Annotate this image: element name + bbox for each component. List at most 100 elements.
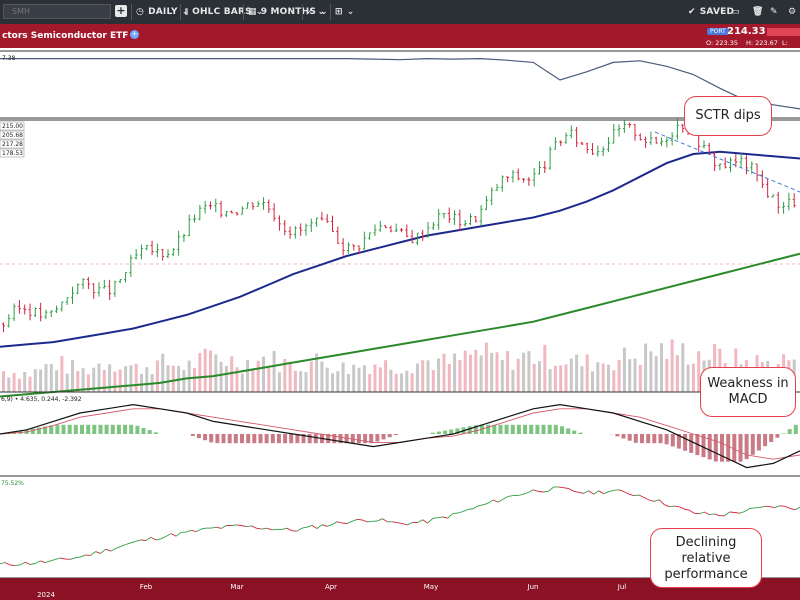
- ohlc-bar: [139, 244, 143, 260]
- volume-bar: [331, 373, 334, 392]
- ohlc-bar: [187, 214, 191, 237]
- macd-histogram-bar: [516, 424, 521, 434]
- macd-histogram-bar: [104, 424, 109, 434]
- rel-performance-segment: [286, 527, 293, 532]
- ohlc-bar: [44, 309, 48, 320]
- volume-bar: [384, 360, 388, 392]
- rel-performance-segment: [291, 530, 297, 532]
- ohlc-bar: [532, 167, 536, 187]
- ohlc-bar: [108, 279, 112, 300]
- volume-bar: [224, 365, 228, 392]
- trend-line: [654, 131, 800, 193]
- ohlc-bar: [665, 136, 669, 148]
- date-axis-label: May: [424, 583, 438, 591]
- ohlc-bar: [145, 244, 149, 251]
- ohlc-bar: [447, 207, 451, 223]
- date-axis-year-label: 2024: [37, 591, 55, 599]
- volume-bar: [262, 356, 265, 392]
- volume-bar: [203, 348, 207, 392]
- macd-histogram-bar: [116, 424, 121, 434]
- rel-performance-segment: [195, 528, 202, 533]
- macd-histogram-bar: [560, 426, 564, 434]
- annotate-button[interactable]: ✎: [770, 0, 778, 24]
- ohlc-bar: [527, 177, 531, 186]
- symbol-search-input[interactable]: [3, 4, 111, 19]
- macd-histogram-bar: [449, 429, 454, 434]
- add-symbol-button[interactable]: +: [115, 4, 127, 17]
- macd-histogram-bar: [153, 432, 158, 434]
- ohlc-bar: [654, 136, 658, 144]
- trash-button[interactable]: 🗑: [752, 0, 764, 24]
- settings-button[interactable]: ⚙: [788, 0, 796, 24]
- volume-bar: [506, 351, 510, 392]
- volume-bar: [612, 370, 616, 392]
- rel-performance-segment: [186, 529, 192, 533]
- macd-histogram-bar: [683, 434, 688, 451]
- macd-histogram-bar: [98, 424, 103, 434]
- macd-histogram-bar: [196, 434, 201, 439]
- ohlc-bar: [569, 125, 573, 139]
- saved-indicator[interactable]: ✔ SAVED: [688, 0, 734, 24]
- rel-performance-segment: [427, 518, 434, 524]
- ohlc-bar: [490, 187, 494, 206]
- ohlc-bar: [511, 170, 515, 183]
- rel-performance-segment: [19, 561, 26, 566]
- price-change-badge: [767, 28, 800, 36]
- rel-performance-segment: [759, 505, 765, 509]
- rel-performance-segment: [573, 490, 579, 493]
- ohlc-bar: [606, 136, 610, 153]
- volume-bar: [267, 367, 271, 392]
- ohlc-bar: [495, 184, 499, 191]
- rel-performance-segment: [231, 524, 237, 526]
- macd-histogram-bar: [664, 434, 669, 445]
- rel-performance-segment: [357, 518, 363, 521]
- volume-bar: [118, 369, 122, 392]
- rel-performance-segment: [150, 536, 157, 541]
- macd-histogram-bar: [61, 424, 66, 434]
- volume-bar: [675, 355, 679, 392]
- indicator-dropdown[interactable]: ⟋ ⌄: [307, 0, 325, 24]
- rel-performance-segment: [377, 518, 383, 522]
- volume-bar: [320, 361, 324, 392]
- ohlc-bar: [601, 146, 605, 157]
- macd-histogram-bar: [707, 434, 712, 460]
- macd-histogram-bar: [787, 429, 792, 434]
- macd-histogram-bar: [676, 434, 681, 449]
- info-icon[interactable]: +: [130, 30, 139, 39]
- macd-histogram-bar: [658, 434, 663, 444]
- rel-performance-segment: [502, 496, 509, 500]
- grid-icon: ⊞: [335, 7, 343, 17]
- rel-performance-segment: [301, 526, 307, 529]
- comment-button[interactable]: ▭: [731, 0, 740, 24]
- chart-style-dropdown[interactable]: ⫾ OHLC BARS ⌄: [185, 0, 264, 24]
- period-dropdown[interactable]: ◷ DAILY ⌄: [136, 0, 189, 24]
- volume-bar: [108, 364, 112, 392]
- port-badge[interactable]: PORT: [707, 28, 729, 35]
- macd-histogram-bar: [732, 434, 737, 462]
- rel-performance-segment: [724, 511, 730, 517]
- ohlc-bar: [246, 202, 250, 209]
- volume-bar: [580, 366, 584, 392]
- rel-performance-segment: [568, 488, 574, 492]
- rel-performance-segment: [125, 542, 131, 545]
- range-dropdown[interactable]: ▦ 9 MONTHS ⌄: [248, 0, 328, 24]
- macd-histogram-bar: [492, 424, 497, 434]
- rel-performance-segment: [664, 504, 670, 508]
- ohlc-bar: [65, 297, 69, 305]
- ohlc-bar: [591, 143, 595, 155]
- chevron-down-icon: ⌄: [346, 7, 355, 17]
- macd-histogram-bar: [369, 434, 374, 444]
- macd-histogram-bar: [756, 434, 761, 451]
- macd-histogram-bar: [547, 424, 552, 434]
- rel-performance-segment: [623, 491, 630, 495]
- volume-bar: [463, 350, 467, 392]
- price-label-box: [0, 148, 25, 158]
- ohlc-bar: [755, 163, 759, 182]
- rel-performance-segment: [417, 519, 423, 523]
- date-axis-label: Jul: [617, 583, 627, 591]
- volume-bar: [553, 365, 557, 392]
- macd-histogram-bar: [523, 424, 528, 434]
- ohlc-bar: [405, 224, 409, 238]
- ohlc-bar: [341, 238, 345, 256]
- layout-dropdown[interactable]: ⊞ ⌄: [335, 0, 355, 24]
